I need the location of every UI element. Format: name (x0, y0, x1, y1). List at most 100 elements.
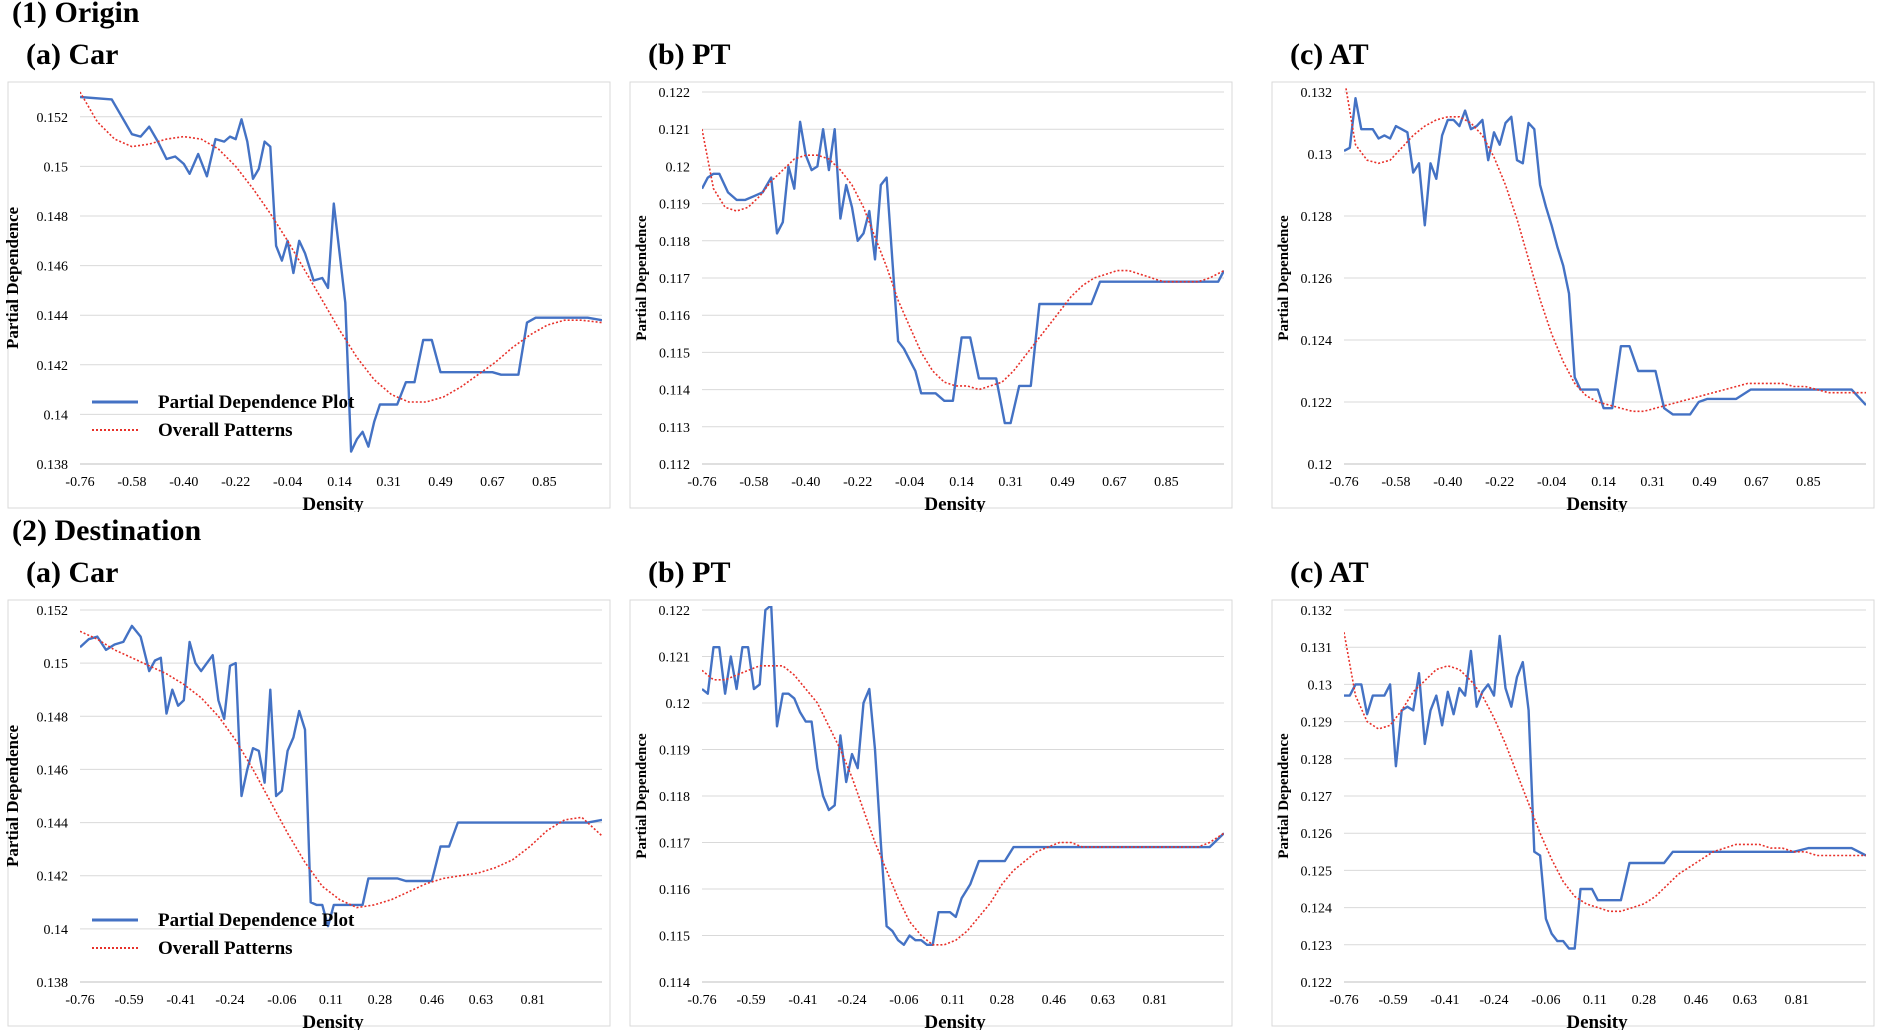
y-axis-label: Partial Dependence (634, 733, 650, 859)
x-tick-label: 0.49 (1050, 475, 1075, 490)
x-tick-label: -0.04 (1537, 475, 1566, 490)
y-tick-label: 0.124 (1301, 902, 1333, 917)
y-tick-label: 0.146 (37, 260, 69, 275)
series-line-overall-patterns (1345, 88, 1866, 413)
y-tick-label: 0.138 (37, 458, 69, 473)
x-tick-label: -0.59 (736, 993, 765, 1008)
x-tick-label: 0.46 (420, 993, 445, 1008)
x-tick-label: -0.06 (1531, 993, 1560, 1008)
chart-panel-origin-pt: 0.112 0.113 0.114 0.115 0.116 0.117 0.118 0.119… (622, 34, 1233, 512)
chart-svg: 0.122 0.123 0.124 0.125 0.126 0.127 0.128 0.129… (1271, 599, 1875, 1030)
x-tick-label: 0.14 (949, 475, 974, 490)
chart-title: (b) PT (648, 38, 737, 72)
chart-panel-destination-pt: 0.114 0.115 0.116 0.117 0.118 0.119 0.12 0.121 0… (622, 552, 1233, 1030)
y-tick-label: 0.115 (659, 346, 690, 361)
x-tick-label: 0.67 (480, 475, 505, 490)
series-line-partial-dependence (702, 606, 1224, 946)
x-tick-label: 0.85 (1796, 475, 1821, 490)
y-axis-label: Partial Dependence (1276, 733, 1292, 859)
chart-panel-destination-at: 0.122 0.123 0.124 0.125 0.126 0.127 0.128 0.129… (1264, 552, 1875, 1030)
x-tick-label: 0.85 (1154, 475, 1179, 490)
chart-title: (a) Car (26, 38, 125, 72)
x-tick-label: 0.11 (1583, 993, 1607, 1008)
chart-svg: 0.114 0.115 0.116 0.117 0.118 0.119 0.12 0.121 0… (629, 599, 1233, 1030)
x-tick-label: 0.49 (428, 475, 453, 490)
y-tick-label: 0.132 (1301, 604, 1333, 619)
y-tick-label: 0.116 (659, 883, 690, 898)
y-tick-label: 0.132 (1301, 86, 1333, 101)
x-tick-label: -0.22 (221, 475, 250, 490)
legend-label-pdp: Partial Dependence Plot (158, 910, 355, 931)
x-tick-label: 0.31 (1640, 475, 1665, 490)
y-tick-label: 0.117 (659, 837, 690, 852)
x-tick-label: -0.06 (267, 993, 296, 1008)
y-tick-label: 0.138 (37, 976, 69, 991)
y-tick-label: 0.148 (37, 210, 69, 225)
y-tick-label: 0.127 (1301, 790, 1333, 805)
x-tick-label: -0.40 (791, 475, 820, 490)
x-axis-label: Density (302, 1012, 364, 1030)
y-tick-label: 0.113 (659, 421, 690, 436)
x-tick-label: 0.46 (1684, 993, 1709, 1008)
y-axis-label: Partial Dependence (1276, 215, 1292, 341)
y-tick-label: 0.144 (37, 817, 69, 832)
y-tick-label: 0.119 (659, 744, 690, 759)
x-axis-label: Density (1566, 494, 1628, 512)
y-tick-label: 0.125 (1301, 864, 1333, 879)
x-tick-label: 0.67 (1102, 475, 1127, 490)
y-tick-label: 0.114 (659, 384, 690, 399)
y-tick-label: 0.117 (659, 272, 690, 287)
x-tick-label: -0.59 (114, 993, 143, 1008)
legend-label-pdp: Partial Dependence Plot (158, 392, 355, 413)
chart-title: (a) Car (26, 556, 125, 590)
y-axis-label: Partial Dependence (3, 206, 22, 349)
y-tick-label: 0.14 (44, 408, 69, 423)
chart-frame (629, 599, 1233, 1027)
x-tick-label: 0.11 (941, 993, 965, 1008)
y-tick-label: 0.112 (659, 458, 690, 473)
x-tick-label: 0.31 (376, 475, 401, 490)
y-tick-label: 0.128 (1301, 753, 1333, 768)
series-line-overall-patterns (80, 91, 602, 403)
series-line-overall-patterns (1344, 632, 1866, 913)
x-tick-label: -0.40 (169, 475, 198, 490)
x-tick-label: -0.59 (1378, 993, 1407, 1008)
series-line-overall-patterns (80, 630, 602, 909)
y-tick-label: 0.12 (666, 160, 691, 175)
x-tick-label: 0.63 (1733, 993, 1758, 1008)
x-tick-label: -0.04 (895, 475, 924, 490)
y-tick-label: 0.142 (37, 359, 69, 374)
chart-svg: 0.138 0.14 0.142 0.144 0.146 0.148 0.15 0.152 -0… (3, 599, 611, 1030)
y-tick-label: 0.118 (659, 235, 690, 250)
y-tick-label: 0.128 (1301, 210, 1333, 225)
y-tick-label: 0.122 (1301, 976, 1333, 991)
chart-panel-origin-at: 0.12 0.122 0.124 0.126 0.128 0.13 0.132 -0.76 -0… (1264, 34, 1875, 512)
legend-label-pattern: Overall Patterns (158, 938, 293, 959)
y-tick-label: 0.129 (1301, 716, 1333, 731)
x-tick-label: -0.76 (687, 475, 716, 490)
y-tick-label: 0.119 (659, 198, 690, 213)
y-tick-label: 0.126 (1301, 827, 1333, 842)
chart-svg: 0.138 0.14 0.142 0.144 0.146 0.148 0.15 0.152 -0… (3, 81, 611, 512)
x-tick-label: -0.76 (687, 993, 716, 1008)
x-tick-label: -0.76 (1329, 993, 1358, 1008)
chart-panel-origin-car: 0.138 0.14 0.142 0.144 0.146 0.148 0.15 0.152 -0… (0, 34, 611, 512)
y-tick-label: 0.14 (44, 923, 69, 938)
y-tick-label: 0.124 (1301, 334, 1333, 349)
y-tick-label: 0.148 (37, 710, 69, 725)
y-tick-label: 0.146 (37, 763, 69, 778)
x-tick-label: -0.58 (739, 475, 768, 490)
y-tick-label: 0.123 (1301, 939, 1333, 954)
x-axis-label: Density (924, 494, 986, 512)
legend-label-pattern: Overall Patterns (158, 420, 293, 441)
x-tick-label: 0.81 (1785, 993, 1810, 1008)
y-tick-label: 0.121 (659, 651, 691, 666)
y-tick-label: 0.12 (666, 697, 691, 712)
x-tick-label: 0.63 (469, 993, 494, 1008)
y-tick-label: 0.118 (659, 790, 690, 805)
y-axis-label: Partial Dependence (3, 724, 22, 867)
y-tick-label: 0.131 (1301, 641, 1333, 656)
x-tick-label: -0.06 (889, 993, 918, 1008)
x-tick-label: 0.46 (1042, 993, 1067, 1008)
y-tick-label: 0.122 (659, 604, 691, 619)
